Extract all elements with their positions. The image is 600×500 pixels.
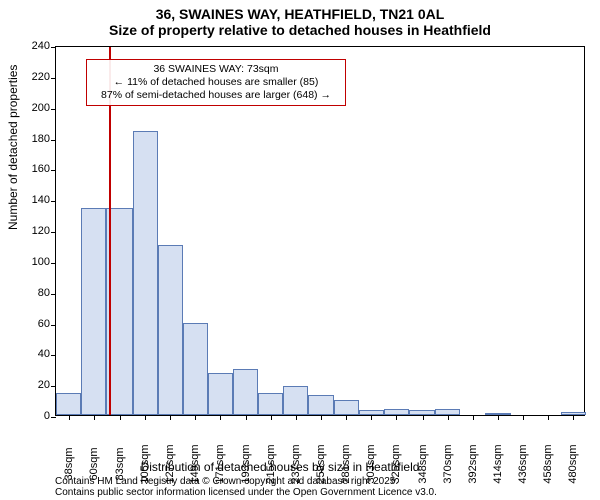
x-tick-mark bbox=[271, 415, 272, 420]
histogram-bar bbox=[258, 393, 283, 415]
x-tick-mark bbox=[170, 415, 171, 420]
footer-text: Contains HM Land Registry data © Crown c… bbox=[55, 476, 437, 498]
chart-container: 36, SWAINES WAY, HEATHFIELD, TN21 0AL Si… bbox=[0, 0, 600, 500]
y-tick-mark bbox=[51, 232, 56, 233]
annotation-line2: ← 11% of detached houses are smaller (85… bbox=[93, 76, 339, 89]
histogram-bar bbox=[359, 410, 384, 415]
title-line1: 36, SWAINES WAY, HEATHFIELD, TN21 0AL bbox=[0, 6, 600, 22]
y-tick-label: 240 bbox=[20, 40, 50, 52]
x-tick-mark bbox=[548, 415, 549, 420]
y-tick-mark bbox=[51, 78, 56, 79]
x-tick-mark bbox=[448, 415, 449, 420]
y-tick-mark bbox=[51, 325, 56, 326]
histogram-bar bbox=[81, 208, 106, 415]
histogram-bar bbox=[435, 409, 460, 415]
x-tick-mark bbox=[523, 415, 524, 420]
x-tick-mark bbox=[94, 415, 95, 420]
x-axis-label: Distribution of detached houses by size … bbox=[0, 460, 560, 474]
y-tick-label: 160 bbox=[20, 163, 50, 175]
chart-plot-area: 02040608010012014016018020022024038sqm60… bbox=[55, 46, 585, 416]
x-tick-mark bbox=[423, 415, 424, 420]
title-block: 36, SWAINES WAY, HEATHFIELD, TN21 0AL Si… bbox=[0, 0, 600, 38]
y-tick-mark bbox=[51, 201, 56, 202]
y-tick-mark bbox=[51, 109, 56, 110]
x-tick-mark bbox=[195, 415, 196, 420]
histogram-bar bbox=[183, 323, 208, 416]
histogram-bar bbox=[233, 369, 258, 415]
y-tick-mark bbox=[51, 355, 56, 356]
histogram-bar bbox=[384, 409, 409, 415]
x-tick-mark bbox=[573, 415, 574, 420]
x-tick-mark bbox=[296, 415, 297, 420]
x-tick-mark bbox=[396, 415, 397, 420]
histogram-bar bbox=[158, 245, 183, 415]
footer-line2: Contains public sector information licen… bbox=[55, 487, 437, 498]
y-tick-label: 180 bbox=[20, 133, 50, 145]
y-tick-mark bbox=[51, 140, 56, 141]
x-tick-mark bbox=[371, 415, 372, 420]
y-tick-label: 100 bbox=[20, 256, 50, 268]
y-tick-label: 40 bbox=[20, 348, 50, 360]
y-tick-mark bbox=[51, 263, 56, 264]
histogram-bar bbox=[208, 373, 233, 415]
y-tick-label: 80 bbox=[20, 287, 50, 299]
y-axis-label: Number of detached properties bbox=[6, 65, 20, 230]
y-tick-mark bbox=[51, 294, 56, 295]
y-tick-mark bbox=[51, 386, 56, 387]
histogram-bar bbox=[485, 413, 510, 415]
y-tick-mark bbox=[51, 47, 56, 48]
y-tick-label: 0 bbox=[20, 410, 50, 422]
x-tick-label: 480sqm bbox=[567, 439, 579, 489]
annotation-box: 36 SWAINES WAY: 73sqm← 11% of detached h… bbox=[86, 59, 346, 106]
y-tick-label: 200 bbox=[20, 102, 50, 114]
y-tick-label: 60 bbox=[20, 318, 50, 330]
footer-line1: Contains HM Land Registry data © Crown c… bbox=[55, 476, 437, 487]
x-tick-mark bbox=[473, 415, 474, 420]
histogram-bar bbox=[561, 412, 586, 415]
histogram-bar bbox=[56, 393, 81, 415]
x-tick-mark bbox=[346, 415, 347, 420]
y-tick-label: 120 bbox=[20, 225, 50, 237]
x-tick-mark bbox=[145, 415, 146, 420]
x-tick-mark bbox=[120, 415, 121, 420]
histogram-bar bbox=[334, 400, 359, 415]
annotation-line3: 87% of semi-detached houses are larger (… bbox=[93, 89, 339, 102]
title-line2: Size of property relative to detached ho… bbox=[0, 22, 600, 38]
annotation-line1: 36 SWAINES WAY: 73sqm bbox=[93, 63, 339, 76]
x-tick-mark bbox=[246, 415, 247, 420]
histogram-bar bbox=[283, 386, 308, 415]
x-tick-mark bbox=[321, 415, 322, 420]
histogram-bar bbox=[409, 410, 435, 415]
x-tick-mark bbox=[69, 415, 70, 420]
y-tick-mark bbox=[51, 170, 56, 171]
histogram-bar bbox=[133, 131, 158, 415]
y-tick-label: 20 bbox=[20, 379, 50, 391]
y-tick-mark bbox=[51, 417, 56, 418]
x-tick-mark bbox=[220, 415, 221, 420]
x-tick-mark bbox=[498, 415, 499, 420]
y-tick-label: 140 bbox=[20, 194, 50, 206]
histogram-bar bbox=[308, 395, 333, 415]
y-tick-label: 220 bbox=[20, 71, 50, 83]
